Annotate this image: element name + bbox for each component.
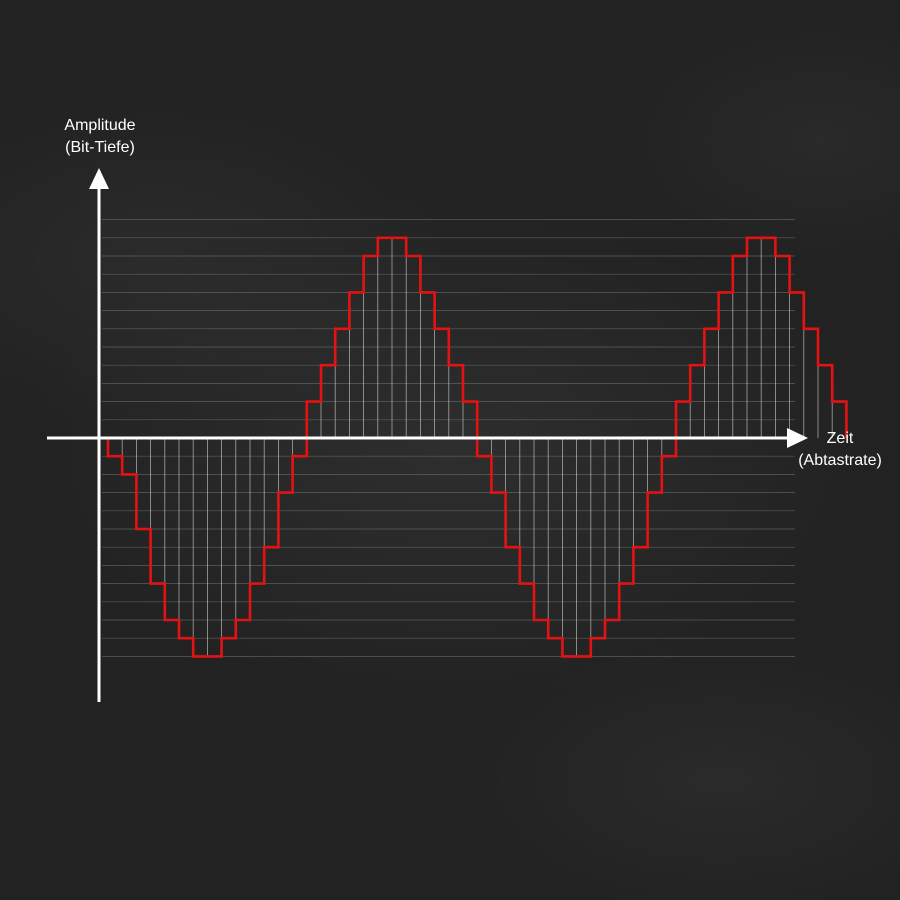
y-axis-label-line1: Amplitude (64, 117, 136, 134)
y-axis-arrowhead (89, 168, 109, 189)
x-axis-label-line2: (Abtastrate) (798, 452, 882, 469)
axes (47, 168, 808, 702)
y-axis-label: Amplitude (Bit-Tiefe) (40, 115, 160, 159)
y-axis-label-line2: (Bit-Tiefe) (65, 139, 135, 156)
x-axis-arrowhead (787, 428, 808, 448)
x-axis-label-line1: Zeit (826, 430, 854, 447)
x-axis-label: Zeit (Abtastrate) (780, 428, 900, 472)
sample-lines (121, 237, 833, 657)
quantized-signal (106, 236, 848, 658)
